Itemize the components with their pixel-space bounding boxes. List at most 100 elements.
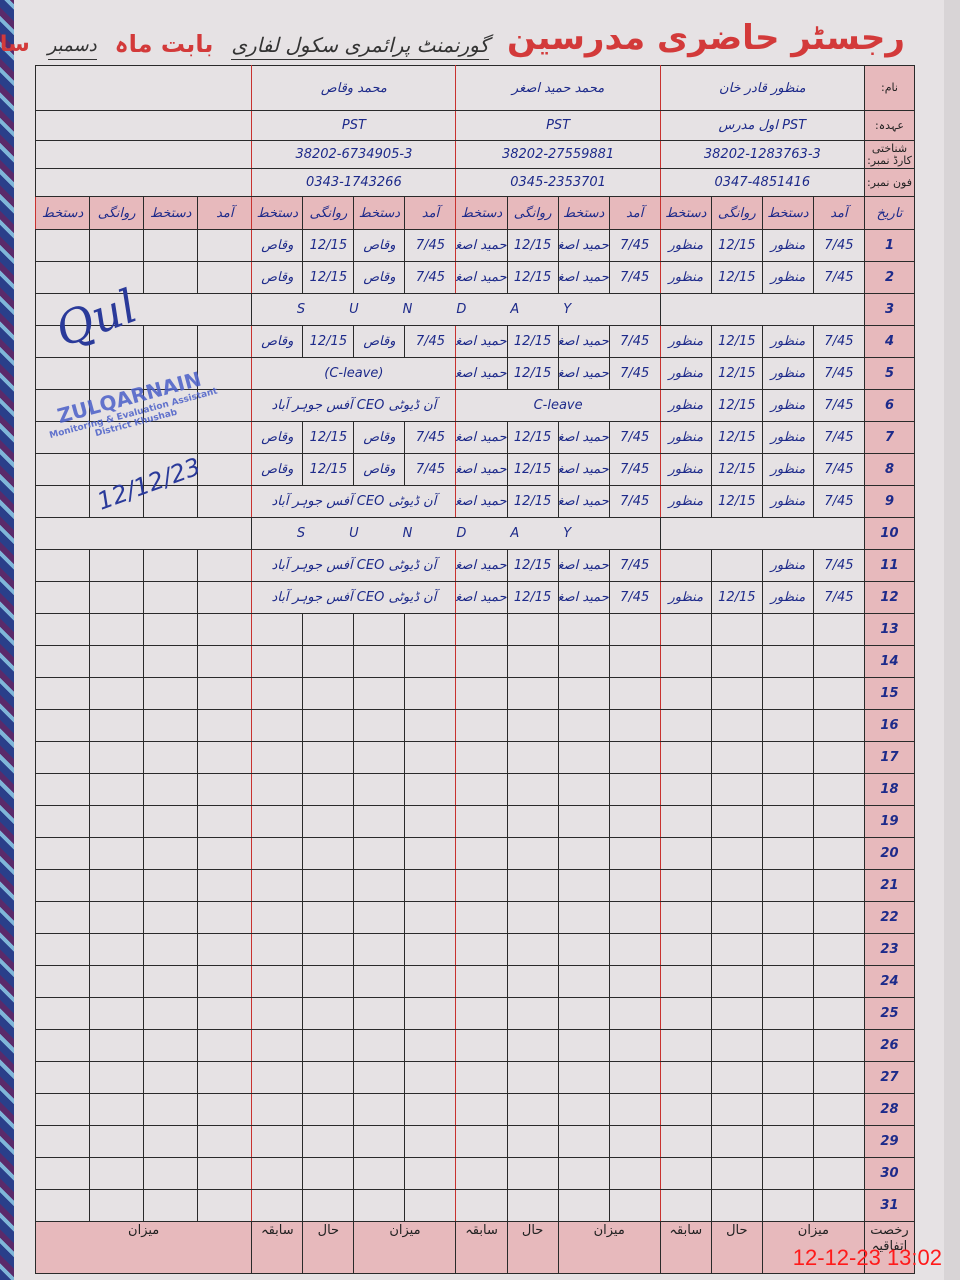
arrival-time: 7/45 (812, 261, 865, 294)
empty-cell (34, 325, 91, 358)
departure-time (710, 901, 763, 934)
info-row-phone: فون نمبر: 0347-4851416 0345-2353701 0343-17… (34, 168, 916, 197)
arrival-time (608, 773, 661, 806)
arrival-sign (761, 901, 814, 934)
empty-cell (197, 453, 253, 486)
departure-time (302, 1093, 355, 1126)
departure-time (506, 1029, 559, 1062)
departure-sign (455, 709, 508, 742)
empty-cell (197, 1189, 253, 1222)
date-cell: 11 (863, 549, 916, 582)
departure-time (710, 965, 763, 998)
teacher-designation-empty (34, 110, 253, 141)
column-header: آمد (812, 196, 865, 230)
arrival-sign (761, 1157, 814, 1190)
teacher-phone: 0347-4851416 (659, 168, 865, 197)
empty-cell (89, 1125, 145, 1158)
arrival-time (812, 677, 865, 710)
arrival-time (404, 645, 457, 678)
departure-sign (659, 1061, 712, 1094)
empty-cell (143, 677, 199, 710)
teacher-name: منظور قادر خان (659, 65, 865, 111)
arrival-sign (761, 709, 814, 742)
departure-time (302, 1029, 355, 1062)
arrival-time (608, 709, 661, 742)
departure-time (302, 613, 355, 646)
empty-cell (89, 1189, 145, 1222)
empty-cell (89, 933, 145, 966)
arrival-time: 7/45 (608, 485, 661, 518)
departure-sign (455, 1061, 508, 1094)
footer-total: میزان (761, 1221, 865, 1274)
arrival-sign (761, 645, 814, 678)
arrival-time (404, 741, 457, 774)
table-row: 22 (34, 901, 916, 934)
departure-sign (455, 1125, 508, 1158)
empty-cell (143, 549, 199, 582)
empty-cell (143, 581, 199, 614)
empty-cell (89, 453, 145, 486)
arrival-sign: وقاص (353, 421, 406, 454)
arrival-time (404, 965, 457, 998)
empty-cell (34, 805, 91, 838)
departure-time (506, 1125, 559, 1158)
arrival-time: 7/45 (608, 357, 661, 390)
date-cell: 29 (863, 1125, 916, 1158)
departure-sign (659, 1029, 712, 1062)
arrival-sign (353, 1061, 406, 1094)
empty-cell (143, 741, 199, 774)
empty-cell (34, 357, 91, 390)
footer-total: میزان (353, 1221, 457, 1274)
arrival-time (404, 933, 457, 966)
departure-sign (455, 645, 508, 678)
empty-cell (89, 1093, 145, 1126)
departure-time (710, 1157, 763, 1190)
arrival-sign (557, 805, 610, 838)
departure-time: 12/15 (710, 421, 763, 454)
leave-note: (C-leave) (251, 357, 457, 390)
departure-sign: منظور (659, 485, 712, 518)
arrival-sign (761, 805, 814, 838)
arrival-time: 7/45 (608, 421, 661, 454)
teacher-phone-empty (34, 168, 253, 197)
departure-sign (251, 837, 304, 870)
empty-cell (143, 1125, 199, 1158)
empty-cell (197, 1061, 253, 1094)
departure-sign (251, 709, 304, 742)
empty-cell (197, 389, 253, 422)
empty-cell (89, 613, 145, 646)
sunday-note: SUNDAY (251, 517, 661, 550)
departure-time: 12/15 (710, 581, 763, 614)
arrival-time (812, 773, 865, 806)
arrival-sign: حمید اصغر (557, 453, 610, 486)
departure-time (302, 773, 355, 806)
departure-time (302, 1125, 355, 1158)
empty-cell (89, 997, 145, 1030)
arrival-time: 7/45 (812, 229, 865, 262)
arrival-sign (353, 901, 406, 934)
arrival-time (404, 677, 457, 710)
label-designation: عہدہ: (863, 110, 916, 141)
departure-sign (251, 997, 304, 1030)
date-cell: 18 (863, 773, 916, 806)
departure-sign (251, 741, 304, 774)
departure-sign (251, 1189, 304, 1222)
empty-cell (34, 421, 91, 454)
arrival-time: 7/45 (608, 549, 661, 582)
departure-sign: وقاص (251, 229, 304, 262)
empty-cell (34, 1029, 91, 1062)
empty-cell (34, 1125, 91, 1158)
empty-cell (34, 549, 91, 582)
departure-sign: منظور (659, 229, 712, 262)
empty-cell (197, 261, 253, 294)
table-row: 29 (34, 1125, 916, 1158)
empty-cell (197, 1125, 253, 1158)
departure-time: 12/15 (506, 453, 559, 486)
departure-sign: حمید اصغر (455, 581, 508, 614)
departure-sign (251, 613, 304, 646)
footer-total: حال (710, 1221, 763, 1274)
arrival-time (404, 805, 457, 838)
arrival-time (812, 1061, 865, 1094)
arrival-time (404, 1093, 457, 1126)
empty-cell (89, 325, 145, 358)
